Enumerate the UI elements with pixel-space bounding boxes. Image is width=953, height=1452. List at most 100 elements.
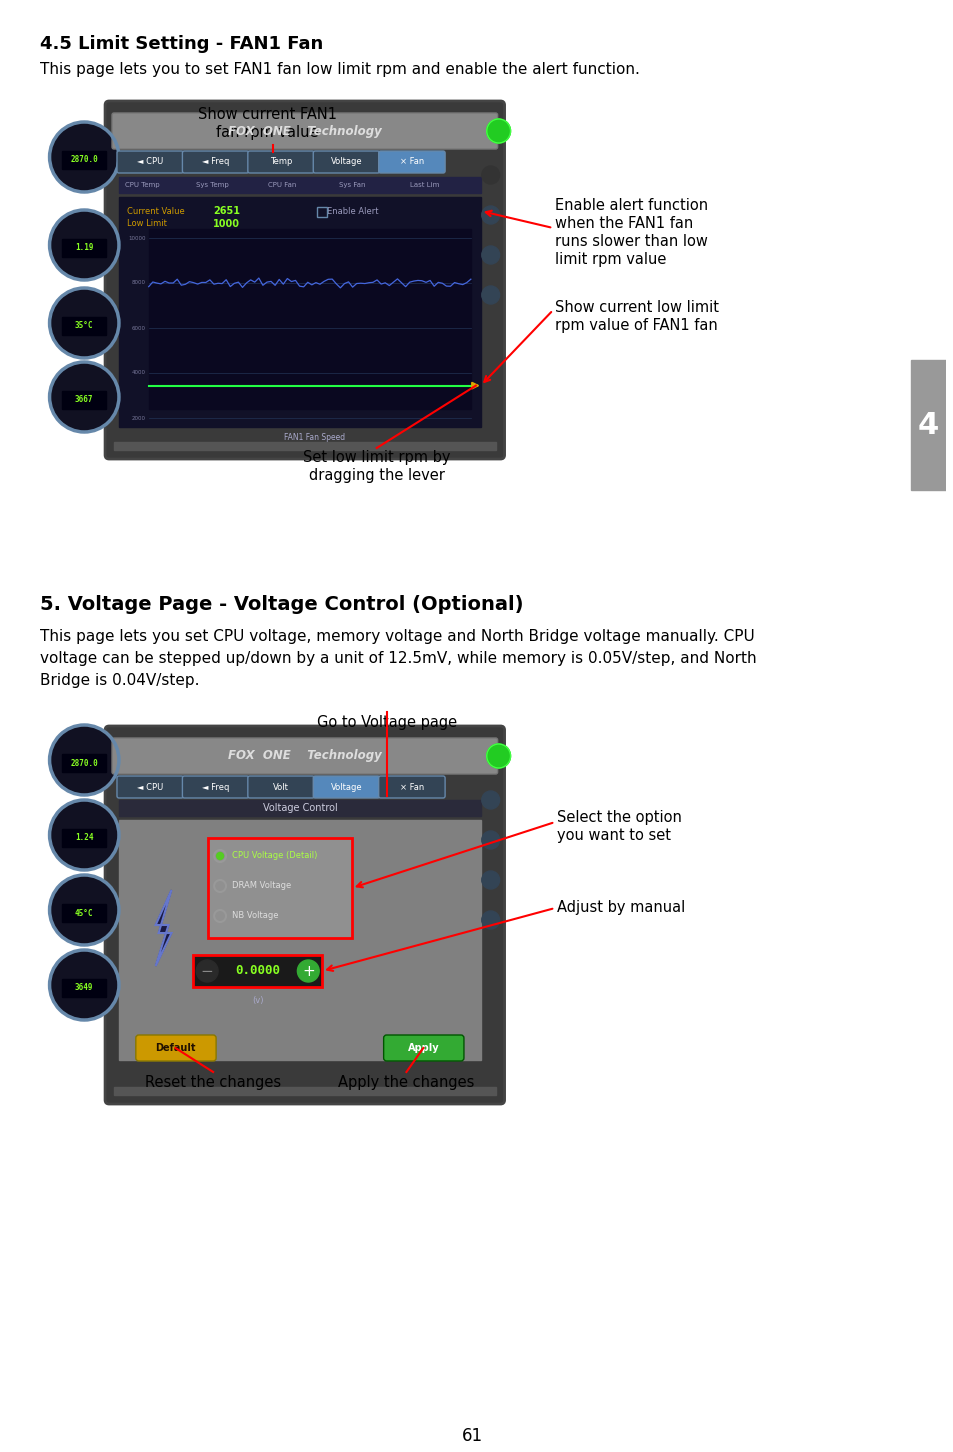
Text: 2870.0: 2870.0 xyxy=(71,758,98,768)
Text: rpm value of FAN1 fan: rpm value of FAN1 fan xyxy=(555,318,718,333)
Text: 1000: 1000 xyxy=(213,219,240,229)
FancyBboxPatch shape xyxy=(117,151,183,173)
Text: Reset the changes: Reset the changes xyxy=(145,1074,281,1090)
FancyBboxPatch shape xyxy=(383,1035,463,1061)
Text: 4.5 Limit Setting - FAN1 Fan: 4.5 Limit Setting - FAN1 Fan xyxy=(40,35,322,54)
Circle shape xyxy=(216,852,223,860)
Bar xyxy=(119,197,480,427)
Circle shape xyxy=(481,206,499,224)
Text: 4: 4 xyxy=(916,411,938,440)
Text: Default: Default xyxy=(155,1043,195,1053)
Bar xyxy=(62,151,106,168)
Circle shape xyxy=(50,122,119,192)
Text: ◄ CPU: ◄ CPU xyxy=(137,157,163,167)
Text: Adjust by manual: Adjust by manual xyxy=(557,900,684,915)
Circle shape xyxy=(486,743,510,768)
FancyBboxPatch shape xyxy=(135,1035,216,1061)
Text: 4000: 4000 xyxy=(132,370,146,376)
Text: 10000: 10000 xyxy=(128,235,146,241)
Text: CPU Fan: CPU Fan xyxy=(268,182,295,187)
Text: +: + xyxy=(301,964,314,979)
Bar xyxy=(113,1088,496,1095)
Bar xyxy=(113,441,496,450)
Text: 1.24: 1.24 xyxy=(75,833,93,842)
Circle shape xyxy=(481,166,499,184)
Text: when the FAN1 fan: when the FAN1 fan xyxy=(555,216,693,231)
FancyBboxPatch shape xyxy=(248,775,314,799)
Text: 6000: 6000 xyxy=(132,325,146,331)
Text: Voltage: Voltage xyxy=(331,157,362,167)
Text: Current Value: Current Value xyxy=(127,206,185,215)
Bar xyxy=(910,360,944,489)
FancyBboxPatch shape xyxy=(112,738,497,774)
FancyBboxPatch shape xyxy=(105,102,504,459)
FancyBboxPatch shape xyxy=(248,151,314,173)
Text: −: − xyxy=(200,964,213,979)
Circle shape xyxy=(481,910,499,929)
FancyBboxPatch shape xyxy=(313,775,379,799)
Text: 1.19: 1.19 xyxy=(75,244,93,253)
Text: NB Voltage: NB Voltage xyxy=(232,912,278,921)
Bar xyxy=(208,838,352,938)
Text: ◄ Freq: ◄ Freq xyxy=(202,783,229,791)
Text: 3649: 3649 xyxy=(75,983,93,993)
Text: DRAM Voltage: DRAM Voltage xyxy=(232,881,291,890)
Text: Apply the changes: Apply the changes xyxy=(338,1074,475,1090)
Text: you want to set: you want to set xyxy=(557,828,670,844)
Text: Enable Alert: Enable Alert xyxy=(327,206,378,215)
Text: Temp: Temp xyxy=(270,157,292,167)
Text: dragging the lever: dragging the lever xyxy=(309,468,444,484)
Text: Set low limit rpm by: Set low limit rpm by xyxy=(303,450,450,465)
Text: 0.0000: 0.0000 xyxy=(235,964,280,977)
Text: 2870.0: 2870.0 xyxy=(71,155,98,164)
FancyBboxPatch shape xyxy=(313,151,379,173)
Bar xyxy=(119,820,480,1060)
Text: 2000: 2000 xyxy=(132,415,146,421)
Text: voltage can be stepped up/down by a unit of 12.5mV, while memory is 0.05V/step, : voltage can be stepped up/down by a unit… xyxy=(40,650,756,666)
Text: runs slower than low: runs slower than low xyxy=(555,234,707,248)
FancyBboxPatch shape xyxy=(378,775,445,799)
Text: 5. Voltage Page - Voltage Control (Optional): 5. Voltage Page - Voltage Control (Optio… xyxy=(40,595,522,614)
Text: Low Limit: Low Limit xyxy=(127,219,167,228)
Text: Voltage: Voltage xyxy=(331,783,362,791)
Text: ◄ CPU: ◄ CPU xyxy=(137,783,163,791)
Text: × Fan: × Fan xyxy=(399,783,423,791)
Circle shape xyxy=(481,245,499,264)
Text: CPU Temp: CPU Temp xyxy=(125,182,159,187)
Text: Last Lim: Last Lim xyxy=(410,182,439,187)
Text: 8000: 8000 xyxy=(132,280,146,286)
Circle shape xyxy=(50,876,119,945)
Text: Sys Temp: Sys Temp xyxy=(196,182,229,187)
Text: Enable alert function: Enable alert function xyxy=(555,197,707,213)
FancyBboxPatch shape xyxy=(117,775,183,799)
Bar xyxy=(119,800,480,816)
Text: CPU Voltage (Detail): CPU Voltage (Detail) xyxy=(232,851,317,861)
Text: 3667: 3667 xyxy=(75,395,93,405)
Circle shape xyxy=(196,960,218,982)
Text: Volt: Volt xyxy=(273,783,289,791)
Text: This page lets you set CPU voltage, memory voltage and North Bridge voltage manu: This page lets you set CPU voltage, memo… xyxy=(40,629,754,645)
Circle shape xyxy=(481,286,499,303)
Circle shape xyxy=(486,119,510,142)
Text: fan rpm value: fan rpm value xyxy=(216,125,318,139)
Text: ◄ Freq: ◄ Freq xyxy=(202,157,229,167)
Text: Select the option: Select the option xyxy=(557,810,681,825)
Bar xyxy=(149,229,471,409)
Circle shape xyxy=(481,871,499,889)
Circle shape xyxy=(50,287,119,359)
Bar xyxy=(62,391,106,409)
Circle shape xyxy=(50,800,119,870)
Bar xyxy=(62,317,106,335)
FancyBboxPatch shape xyxy=(105,726,504,1104)
Text: Apply: Apply xyxy=(407,1043,438,1053)
Circle shape xyxy=(50,211,119,280)
Bar xyxy=(317,208,327,216)
Text: FOX  ONE    Technology: FOX ONE Technology xyxy=(228,125,381,138)
Bar xyxy=(62,754,106,772)
Text: (v): (v) xyxy=(252,996,263,1005)
Bar xyxy=(62,905,106,922)
Text: 2651: 2651 xyxy=(213,206,240,216)
Circle shape xyxy=(50,725,119,796)
Circle shape xyxy=(481,831,499,849)
FancyBboxPatch shape xyxy=(378,151,445,173)
